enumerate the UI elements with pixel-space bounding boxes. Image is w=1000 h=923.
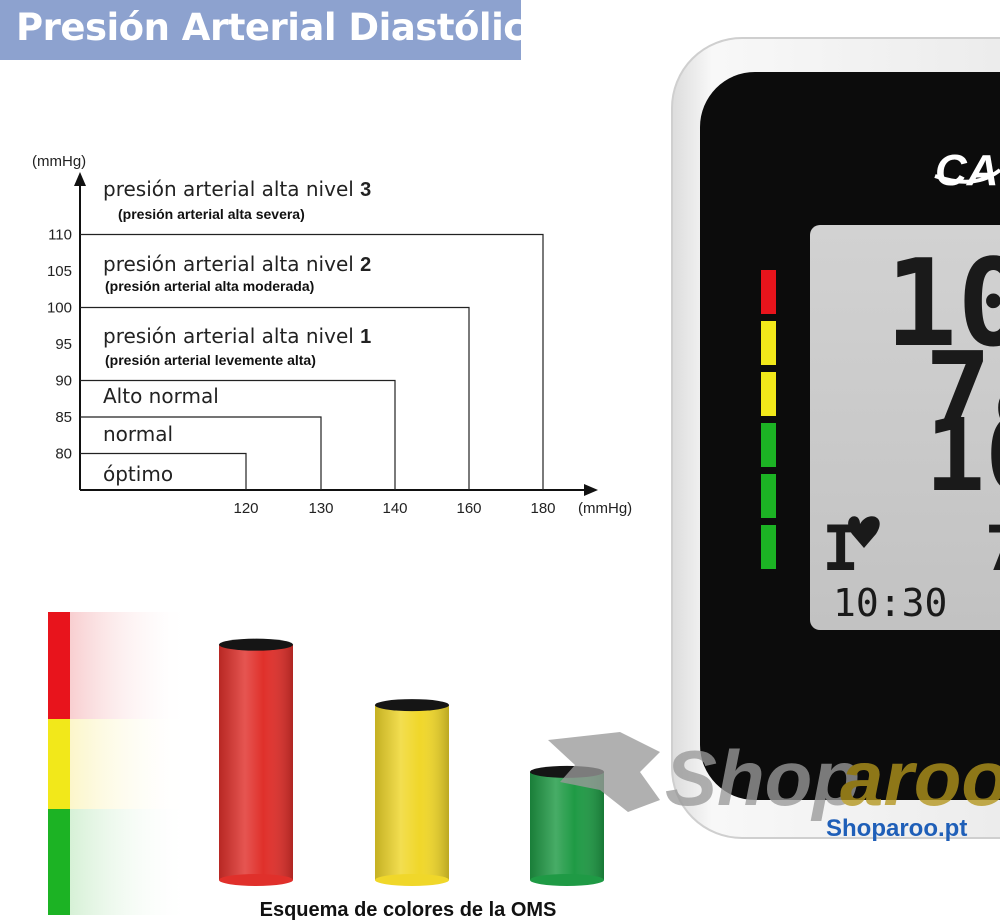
indicator-led	[761, 321, 776, 365]
x-tick-label: 130	[308, 500, 333, 517]
strip-red	[48, 612, 70, 719]
x-tick-label: 120	[233, 500, 258, 517]
zone-boundary	[80, 416, 322, 490]
cylinder	[375, 699, 449, 886]
category-level-number: 1	[360, 326, 371, 348]
y-tick-label: 110	[48, 227, 72, 244]
category-level-number: 2	[360, 254, 371, 276]
y-axis-arrow	[74, 172, 86, 186]
zone-boundary	[80, 452, 247, 490]
lcd-diastolic: 78	[925, 328, 1000, 456]
y-tick-labels: 80 85 90 95 100 105 110	[47, 227, 72, 463]
fade-yellow	[70, 719, 190, 809]
indicator-leds	[761, 270, 776, 569]
category-label-text: presión arterial alta nivel	[103, 324, 360, 348]
strip-yellow	[48, 719, 70, 809]
page-title: Presión Arterial Diastólica	[16, 6, 550, 49]
x-tick-label: 160	[456, 500, 481, 517]
watermark: Shop aroo	[548, 732, 1000, 822]
brand-swoosh	[934, 168, 1000, 184]
x-tick-label: 180	[530, 500, 555, 517]
bp-monitor-device: CA 10 78 10 I 7 10:30	[671, 37, 1000, 839]
y-tick-label: 90	[55, 373, 72, 390]
category-label: presión arterial alta nivel 1	[103, 324, 371, 348]
category-zones	[80, 233, 544, 490]
cylinder	[530, 765, 604, 886]
category-sublabel: (presión arterial levemente alta)	[105, 352, 316, 368]
indicator-led	[761, 423, 776, 467]
lcd-pulse: 10	[925, 397, 1000, 514]
y-tick-label: 80	[55, 446, 72, 463]
zone-boundary	[80, 379, 396, 490]
lcd-time: 10:30	[833, 581, 947, 625]
indicator-led	[761, 270, 776, 314]
category-sublabel: (presión arterial alta severa)	[118, 206, 305, 222]
watermark-text-right: aroo	[840, 734, 1000, 822]
category-label-text: presión arterial alta nivel	[103, 177, 360, 201]
y-tick-label: 105	[47, 263, 72, 280]
fade-green	[70, 809, 190, 915]
category-label: presión arterial alta nivel 2	[103, 252, 371, 276]
x-tick-label: 140	[382, 500, 407, 517]
watermark-site: Shoparoo.pt	[826, 815, 967, 842]
fade-red	[70, 612, 190, 719]
category-label-text: óptimo	[103, 462, 173, 486]
axes: (mmHg) (mmHg)	[32, 153, 632, 517]
lcd-systolic: 10	[885, 235, 1000, 374]
category-level-number: 3	[360, 179, 371, 201]
category-label-text: presión arterial alta nivel	[103, 252, 360, 276]
y-tick-label: 85	[55, 409, 72, 426]
zone-boundary	[80, 233, 544, 490]
title-banner: Presión Arterial Diastólica	[0, 0, 550, 60]
heart-icon	[848, 516, 880, 548]
x-tick-labels: 120 130 140 160 180	[233, 500, 555, 517]
category-label-text: normal	[103, 422, 173, 446]
x-axis-arrow	[584, 484, 598, 496]
zone-boundary	[80, 306, 470, 490]
device-brand: CA	[935, 146, 999, 195]
color-scheme: Esquema de colores de la OMS	[48, 612, 604, 921]
category-label: presión arterial alta nivel 3	[103, 177, 371, 201]
y-tick-label: 95	[55, 336, 72, 353]
y-tick-label: 100	[47, 300, 72, 317]
watermark-text-left: Shop	[665, 734, 860, 822]
category-labels: óptimo normal Alto normal presión arterial …	[103, 177, 371, 486]
category-label: óptimo	[103, 462, 173, 486]
category-label: normal	[103, 422, 173, 446]
strip-green	[48, 809, 70, 915]
color-scheme-caption: Esquema de colores de la OMS	[260, 899, 557, 921]
lcd-pulse-value: 7	[985, 512, 1000, 585]
y-axis-unit: (mmHg)	[32, 153, 86, 170]
category-sublabel: (presión arterial alta moderada)	[105, 278, 314, 294]
indicator-led	[761, 372, 776, 416]
category-label: Alto normal	[103, 384, 219, 408]
cylinders	[219, 638, 604, 886]
cylinder	[219, 638, 293, 886]
indicator-led	[761, 474, 776, 518]
category-label-text: Alto normal	[103, 384, 219, 408]
kangaroo-logo-icon	[548, 732, 660, 812]
x-axis-unit: (mmHg)	[578, 500, 632, 517]
indicator-led	[761, 525, 776, 569]
